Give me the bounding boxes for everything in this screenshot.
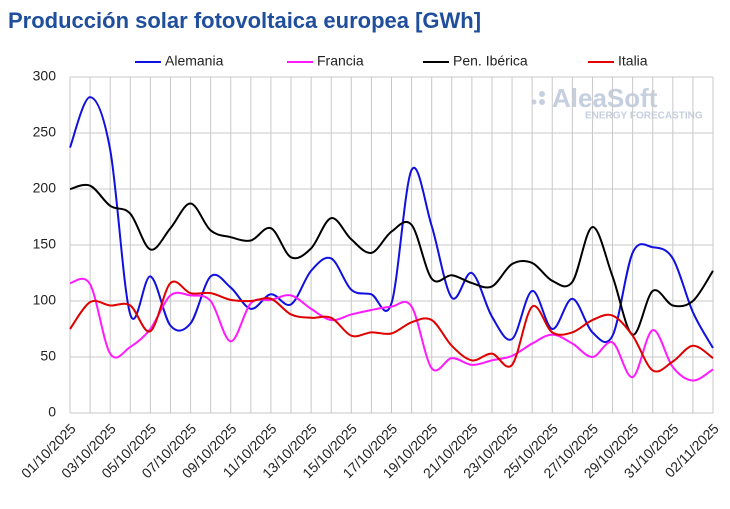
y-tick-label: 0 [48, 404, 56, 420]
y-tick-label: 100 [33, 292, 57, 308]
y-tick-label: 250 [33, 124, 57, 140]
watermark: AleaSoft ENERGY FORECASTING [531, 83, 703, 122]
legend-label: Italia [618, 53, 648, 69]
chart-title: Producción solar fotovoltaica europea [G… [8, 8, 481, 33]
series-line [69, 280, 714, 373]
series-line [69, 96, 714, 349]
grid [69, 76, 714, 414]
logo-dot [539, 91, 545, 97]
watermark-tagline: ENERGY FORECASTING [585, 111, 703, 122]
series-line [69, 183, 714, 336]
legend-label: Francia [317, 53, 364, 69]
y-tick-label: 50 [40, 348, 56, 364]
watermark-name: AleaSoft [552, 83, 658, 113]
y-tick-label: 200 [33, 180, 57, 196]
logo-dot [531, 99, 537, 105]
y-tick-label: 300 [33, 68, 57, 84]
logo-dot [539, 99, 545, 105]
series-line [69, 277, 714, 382]
legend-label: Alemania [165, 53, 224, 69]
y-tick-label: 150 [33, 236, 57, 252]
legend-label: Pen. Ibérica [453, 53, 528, 69]
